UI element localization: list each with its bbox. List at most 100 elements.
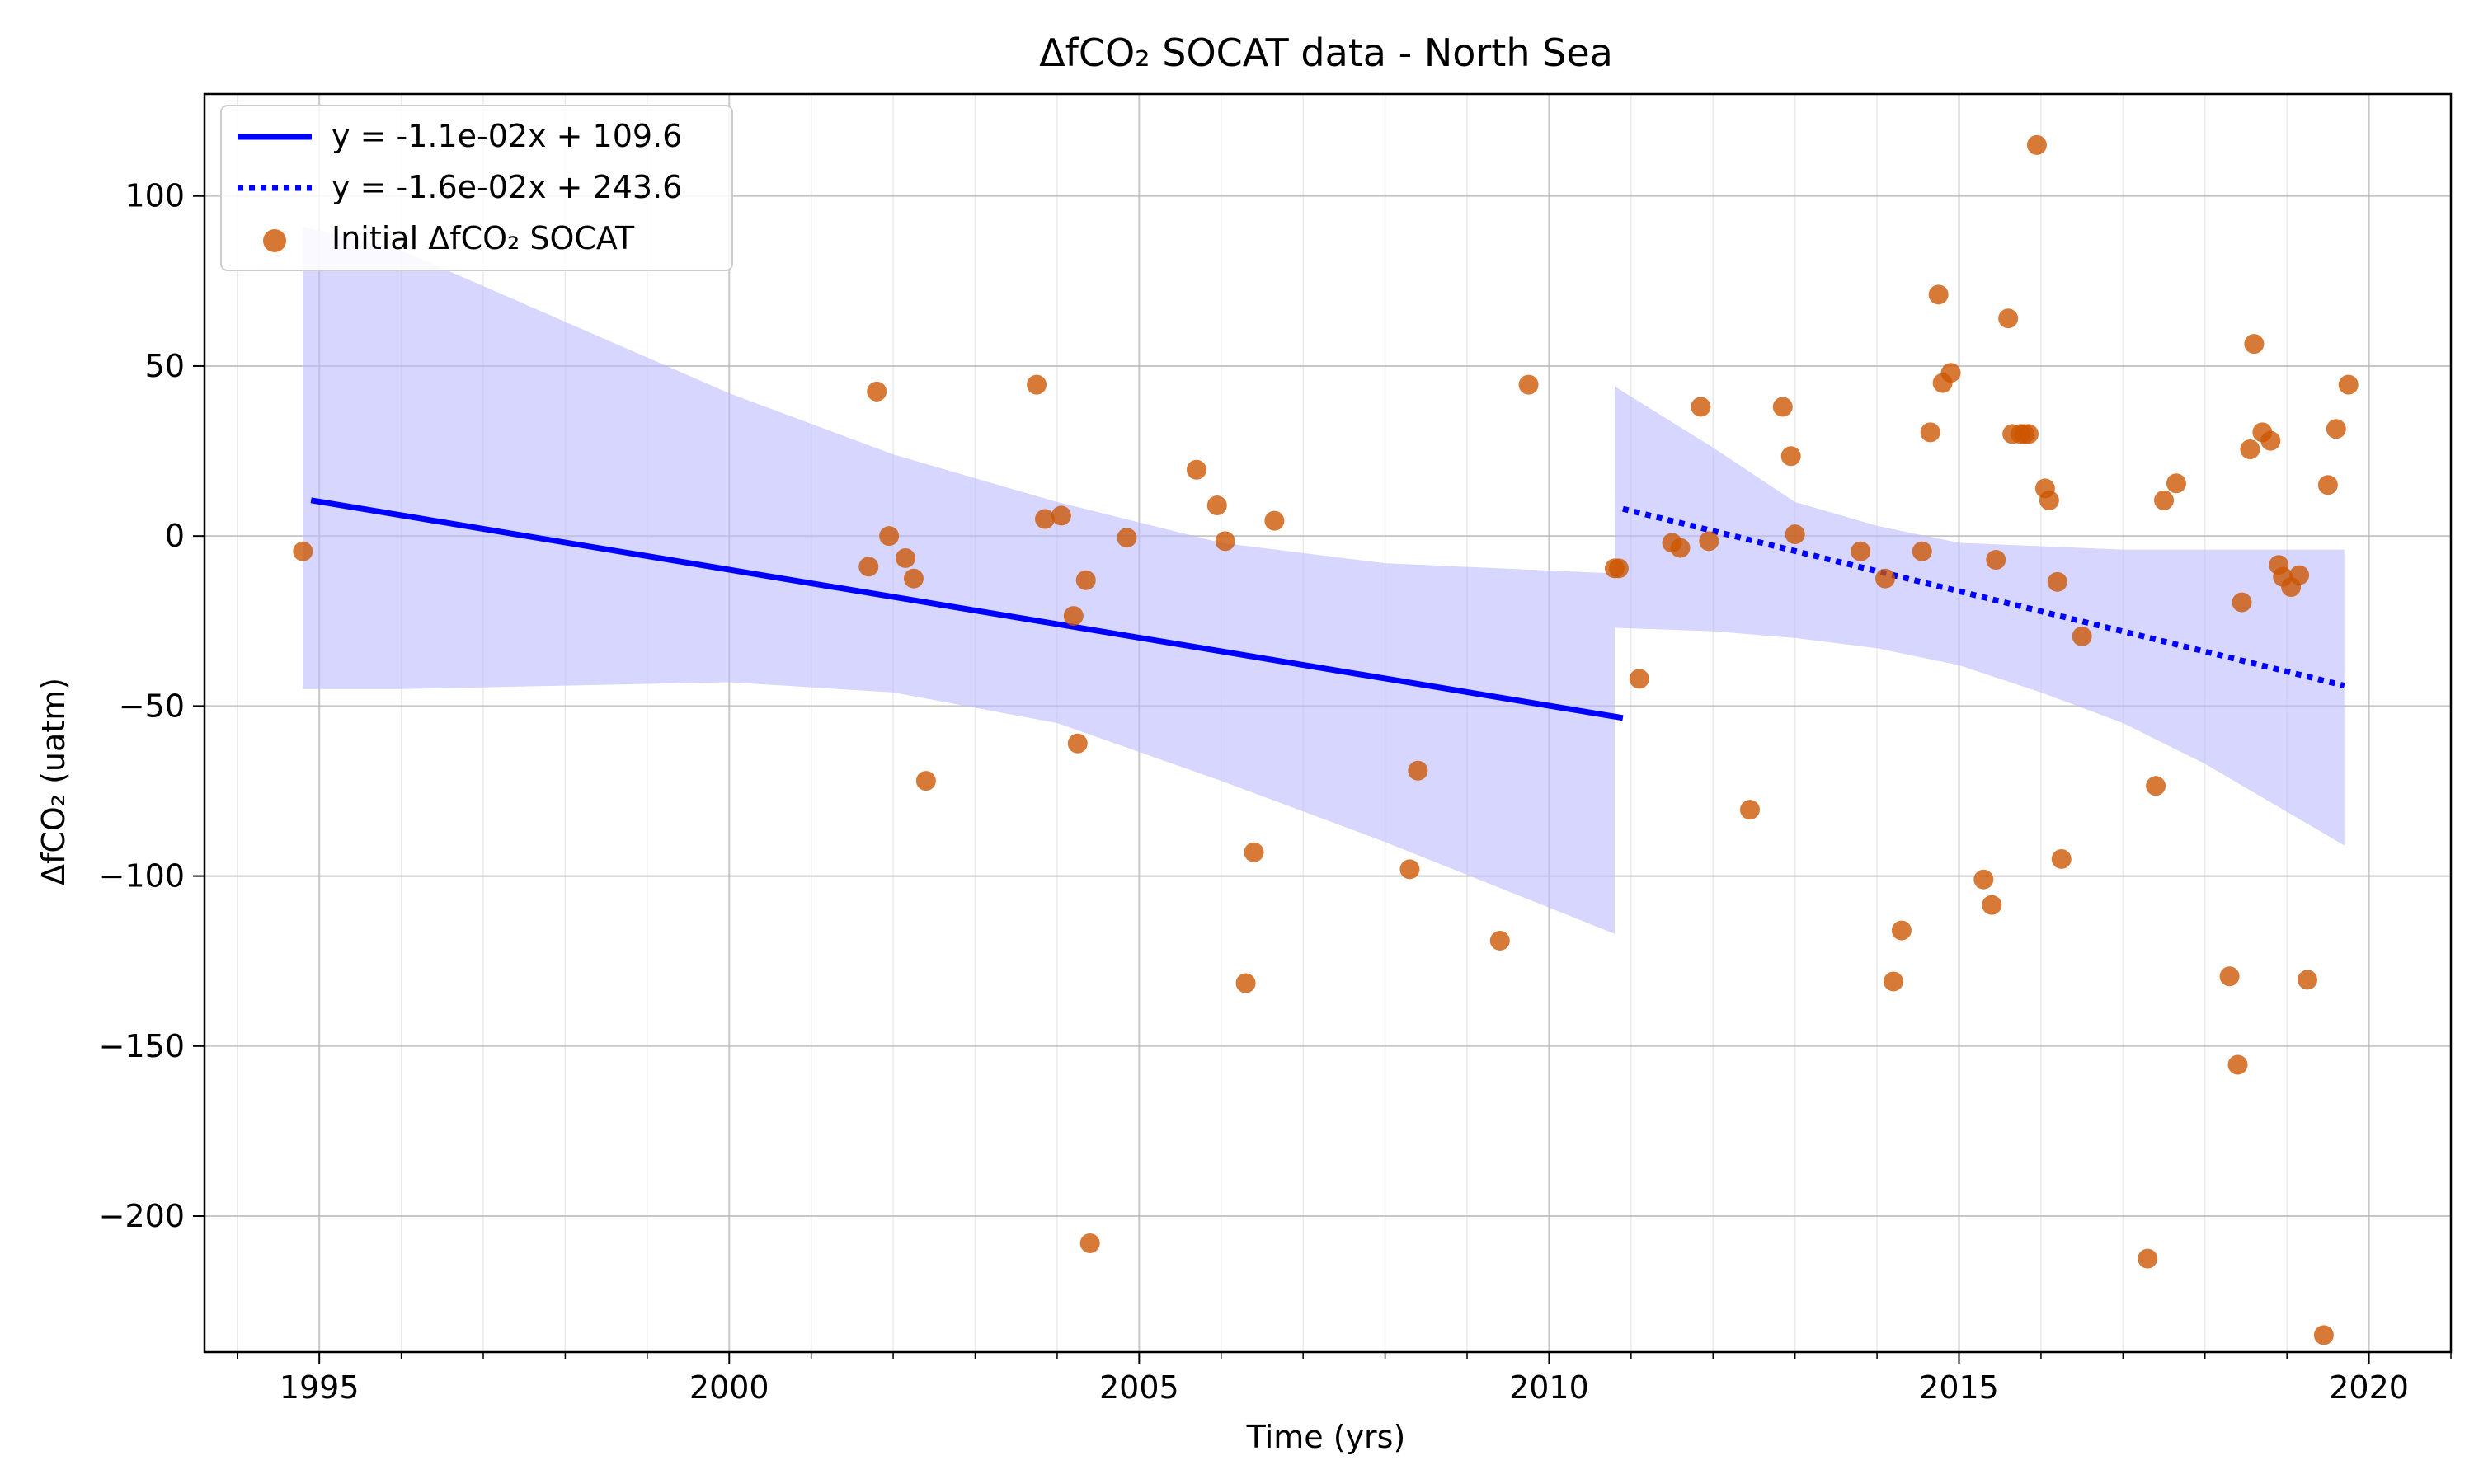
data-point xyxy=(2244,334,2265,355)
tick-label-x: 2020 xyxy=(2329,1369,2409,1406)
data-point xyxy=(1117,528,1137,548)
legend-box xyxy=(220,105,733,271)
data-point xyxy=(2219,966,2240,987)
tick-label-x: 1995 xyxy=(280,1369,360,1406)
data-point xyxy=(1215,531,1235,552)
legend-label-solid-fit: y = -1.1e-02x + 109.6 xyxy=(332,118,682,154)
data-point xyxy=(1851,541,1871,561)
data-point xyxy=(1035,509,1056,529)
data-point xyxy=(1691,397,1711,417)
data-point xyxy=(1067,733,1088,754)
data-point xyxy=(2240,439,2260,459)
legend-label-dotted-fit: y = -1.6e-02x + 243.6 xyxy=(332,169,682,205)
data-point xyxy=(1739,800,1760,820)
data-point xyxy=(915,771,936,791)
data-point xyxy=(2289,565,2310,585)
data-point xyxy=(2227,1054,2248,1075)
data-point xyxy=(1928,284,1949,305)
data-point xyxy=(867,381,887,402)
tick-label-y: −150 xyxy=(99,1028,185,1064)
legend-scatter-swatch xyxy=(263,229,286,252)
data-points xyxy=(293,134,2359,1345)
tick-label-y: 0 xyxy=(165,518,185,554)
data-point xyxy=(2154,490,2175,510)
data-point xyxy=(2051,848,2072,869)
data-point xyxy=(858,556,879,577)
data-point xyxy=(1235,973,1256,993)
data-point xyxy=(1780,446,1801,467)
data-point xyxy=(903,568,924,589)
data-point xyxy=(1244,842,1264,862)
data-point xyxy=(2047,571,2067,592)
confidence-band-1 xyxy=(303,226,1615,934)
data-point xyxy=(2072,626,2092,646)
data-point xyxy=(2326,419,2346,439)
data-point xyxy=(2232,592,2252,613)
tick-label-x: 2000 xyxy=(689,1369,769,1406)
data-point xyxy=(1912,541,1932,561)
data-point xyxy=(1920,422,1940,443)
trend-line-dotted xyxy=(1622,505,2345,689)
data-point xyxy=(1772,397,1793,417)
confidence-bands xyxy=(303,226,2345,934)
tick-label-y: −50 xyxy=(119,688,185,724)
data-point xyxy=(2026,134,2047,155)
plot-frame xyxy=(203,92,2453,1354)
data-point xyxy=(1264,510,1285,531)
data-point xyxy=(1186,459,1206,480)
tick-label-y: −100 xyxy=(99,858,185,895)
tick-label-x: 2010 xyxy=(1509,1369,1589,1406)
data-point xyxy=(293,541,313,561)
tick-label-y: −200 xyxy=(99,1198,185,1234)
tick-label-y: 50 xyxy=(145,348,185,384)
legend-label-scatter: Initial ΔfCO₂ SOCAT xyxy=(332,220,635,256)
data-point xyxy=(1629,669,1649,689)
data-point xyxy=(2039,490,2059,510)
data-point xyxy=(1875,568,1896,589)
data-point xyxy=(1079,1233,1100,1254)
data-point xyxy=(1670,538,1691,558)
tick-label-x: 2005 xyxy=(1099,1369,1179,1406)
data-point xyxy=(1998,308,2019,329)
axes: 1995 2000 2005 2010 2015 2020 −200 −150 −100 −50 0… xyxy=(99,92,2453,1406)
data-point xyxy=(1518,374,1539,395)
data-point xyxy=(1785,524,1805,545)
data-point xyxy=(1063,606,1084,627)
legend: y = -1.1e-02x + 109.6 y = -1.6e-02x + 24… xyxy=(220,105,733,271)
data-point xyxy=(2166,473,2186,494)
data-point xyxy=(2338,374,2359,395)
tick-label-y: 100 xyxy=(125,178,185,214)
trend-line-solid xyxy=(310,497,1624,721)
data-point xyxy=(879,526,900,547)
data-point xyxy=(1027,374,1047,395)
data-point xyxy=(1891,920,1912,941)
trend-lines xyxy=(310,497,2345,721)
data-point xyxy=(1399,859,1420,880)
data-point xyxy=(2138,1248,2158,1269)
data-point xyxy=(1982,895,2002,915)
data-point xyxy=(1489,930,1510,951)
data-point xyxy=(1699,531,1719,552)
data-point xyxy=(1883,971,1903,992)
data-point xyxy=(1608,558,1629,579)
data-point xyxy=(1051,505,1071,526)
data-point xyxy=(1408,760,1428,781)
data-point xyxy=(1973,869,1994,890)
data-point xyxy=(2146,776,2166,796)
data-point xyxy=(2260,430,2281,451)
data-point xyxy=(1986,550,2006,571)
data-point xyxy=(896,547,916,568)
data-point xyxy=(2298,970,2318,990)
x-axis-label: Time (yrs) xyxy=(1246,1419,1406,1455)
data-point xyxy=(2313,1325,2334,1345)
data-point xyxy=(1075,570,1096,590)
chart-title: ΔfCO₂ SOCAT data - North Sea xyxy=(1039,31,1613,75)
y-axis-label: ΔfCO₂ (uatm) xyxy=(35,678,72,885)
data-point xyxy=(1206,495,1227,516)
data-point xyxy=(1940,363,1961,383)
data-point xyxy=(2019,424,2039,444)
tick-label-x: 2015 xyxy=(1919,1369,1999,1406)
data-point xyxy=(2317,475,2338,495)
confidence-band-2 xyxy=(1614,386,2345,846)
